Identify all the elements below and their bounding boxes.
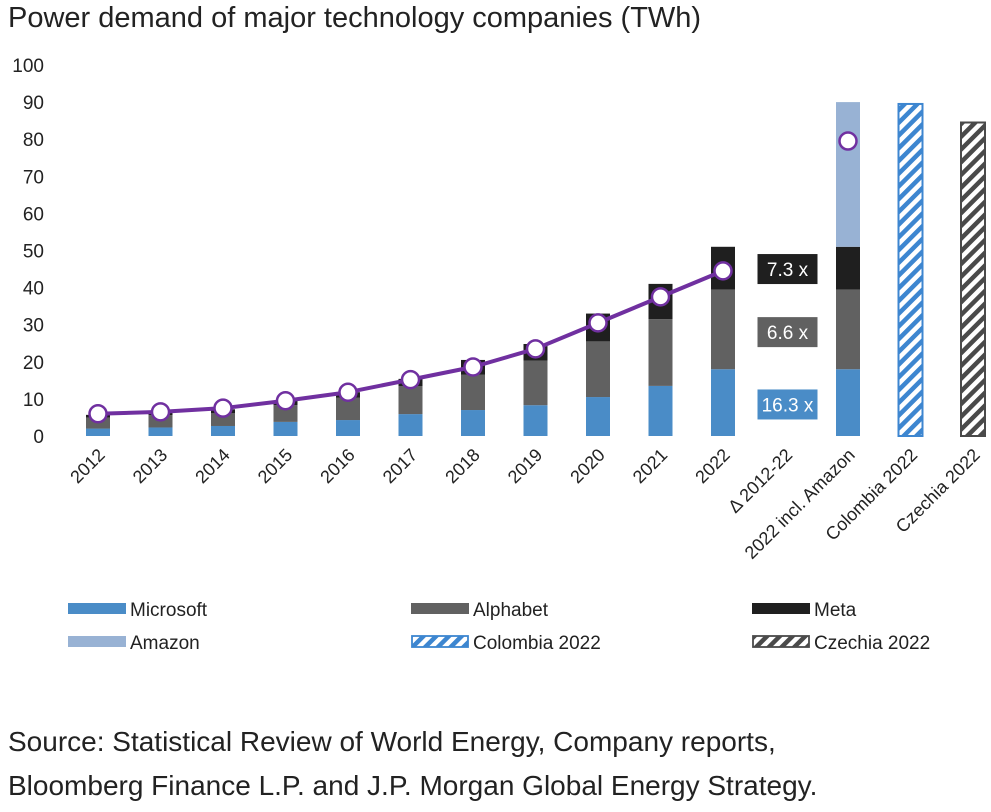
x-tick-label-2015: 2015 <box>254 445 296 487</box>
bar-alphabet-2022 <box>711 289 735 370</box>
total-marker-2018 <box>463 357 483 377</box>
legend-swatch-amazon <box>68 636 126 647</box>
bar-alphabet-2019 <box>523 360 548 406</box>
y-tick-label-50: 50 <box>23 242 44 263</box>
bar-czechia-2022-czechia-2022 <box>960 121 986 437</box>
legend-swatch-microsoft <box>68 603 126 614</box>
delta-label-meta: 7.3 x <box>767 260 809 281</box>
bar-alphabet-2014 <box>211 412 235 426</box>
y-tick-label-100: 100 <box>12 56 44 77</box>
total-line <box>88 131 858 424</box>
bars <box>86 102 986 438</box>
source-line-1: Source: Statistical Review of World Ener… <box>8 726 776 757</box>
total-marker-2022 <box>713 261 733 281</box>
x-tick-label-2022-incl-amazon: 2022 incl. Amazon <box>741 445 859 563</box>
delta-box-meta <box>757 254 818 285</box>
bar-microsoft-2022 <box>711 369 735 436</box>
legend: Microsoft Alphabet Meta Amazon Colombia 2022… <box>68 600 930 654</box>
delta-label-alphabet: 6.6 x <box>767 323 809 344</box>
bar-microsoft-2022-incl-amazon <box>836 369 860 436</box>
total-marker-2019 <box>525 339 546 359</box>
total-marker-2016 <box>338 382 358 402</box>
x-tick-label-2018: 2018 <box>441 445 483 487</box>
bar-microsoft-2020 <box>586 397 610 436</box>
legend-label-czechia-2022: Czechia 2022 <box>814 633 930 654</box>
bar-alphabet-2021 <box>648 319 673 386</box>
y-tick-label-80: 80 <box>23 130 44 151</box>
x-tick-label-2014: 2014 <box>191 445 233 487</box>
legend-label-amazon: Amazon <box>130 633 200 654</box>
bar-microsoft-2018 <box>461 410 485 436</box>
legend-swatch-czechia-2022 <box>752 635 810 648</box>
total-marker-2012 <box>88 403 108 424</box>
legend-label-colombia-2022: Colombia 2022 <box>473 633 601 654</box>
total-marker-2013 <box>150 402 171 422</box>
y-tick-label-90: 90 <box>23 93 44 114</box>
legend-swatch-alphabet <box>411 603 469 614</box>
total-marker-2022-incl-amazon <box>838 131 858 151</box>
bar-microsoft-2016 <box>336 420 360 436</box>
delta-labels: 7.3 x 6.6 x 16.3 x <box>757 254 818 420</box>
bar-microsoft-2019 <box>523 405 548 436</box>
total-marker-2015 <box>275 391 296 411</box>
total-marker-2020 <box>588 313 608 333</box>
x-tick-label-2017: 2017 <box>379 445 421 487</box>
x-tick-label-2022: 2022 <box>691 445 733 487</box>
legend-swatch-colombia-2022 <box>411 635 469 648</box>
x-axis: 2012 2013 2014 2015 2016 2017 2018 2019 2020 2021… <box>66 445 983 563</box>
y-tick-label-40: 40 <box>23 279 44 300</box>
bar-amazon-2022-incl-amazon <box>836 102 860 247</box>
delta-label-microsoft: 16.3 x <box>762 395 814 416</box>
legend-label-alphabet: Alphabet <box>473 600 549 621</box>
bar-microsoft-2012 <box>86 428 110 436</box>
y-tick-label-30: 30 <box>23 316 44 337</box>
x-tick-label-2013: 2013 <box>129 445 171 487</box>
total-marker-2021 <box>650 287 671 307</box>
x-tick-label-2021: 2021 <box>629 445 671 487</box>
legend-swatch-meta <box>752 603 810 614</box>
y-axis: 0 10 20 30 40 50 60 70 80 90 100 <box>12 56 44 448</box>
bar-alphabet-2022-incl-amazon <box>836 289 860 370</box>
bar-microsoft-2021 <box>648 385 673 436</box>
y-tick-label-10: 10 <box>23 390 44 411</box>
y-tick-label-70: 70 <box>23 167 44 188</box>
delta-box-alphabet <box>757 317 818 348</box>
bar-meta-2022-incl-amazon <box>836 246 860 290</box>
total-marker-2017 <box>400 369 421 390</box>
legend-label-microsoft: Microsoft <box>130 600 208 621</box>
source-line-2: Bloomberg Finance L.P. and J.P. Morgan G… <box>8 770 818 801</box>
bar-microsoft-2013 <box>148 427 173 436</box>
x-tick-label-2016: 2016 <box>316 445 358 487</box>
bar-alphabet-2018 <box>461 374 485 411</box>
y-tick-label-60: 60 <box>23 204 44 225</box>
bar-colombia-2022-colombia-2022 <box>897 102 924 438</box>
bar-alphabet-2017 <box>398 386 423 415</box>
x-tick-label-2019: 2019 <box>504 445 546 487</box>
bar-microsoft-2014 <box>211 425 235 436</box>
y-tick-label-0: 0 <box>33 427 44 448</box>
x-tick-label-2012: 2012 <box>66 445 108 487</box>
delta-box-microsoft <box>757 389 818 420</box>
legend-label-meta: Meta <box>814 600 857 621</box>
x-tick-label-2020: 2020 <box>566 445 608 487</box>
bar-alphabet-2020 <box>586 341 610 398</box>
total-marker-2014 <box>213 398 233 418</box>
bar-alphabet-2015 <box>273 405 298 422</box>
chart-title: Power demand of major technology compani… <box>8 2 702 34</box>
bar-alphabet-2016 <box>336 397 360 421</box>
bar-microsoft-2017 <box>398 414 423 436</box>
bar-microsoft-2015 <box>273 421 298 436</box>
y-tick-label-20: 20 <box>23 353 44 374</box>
